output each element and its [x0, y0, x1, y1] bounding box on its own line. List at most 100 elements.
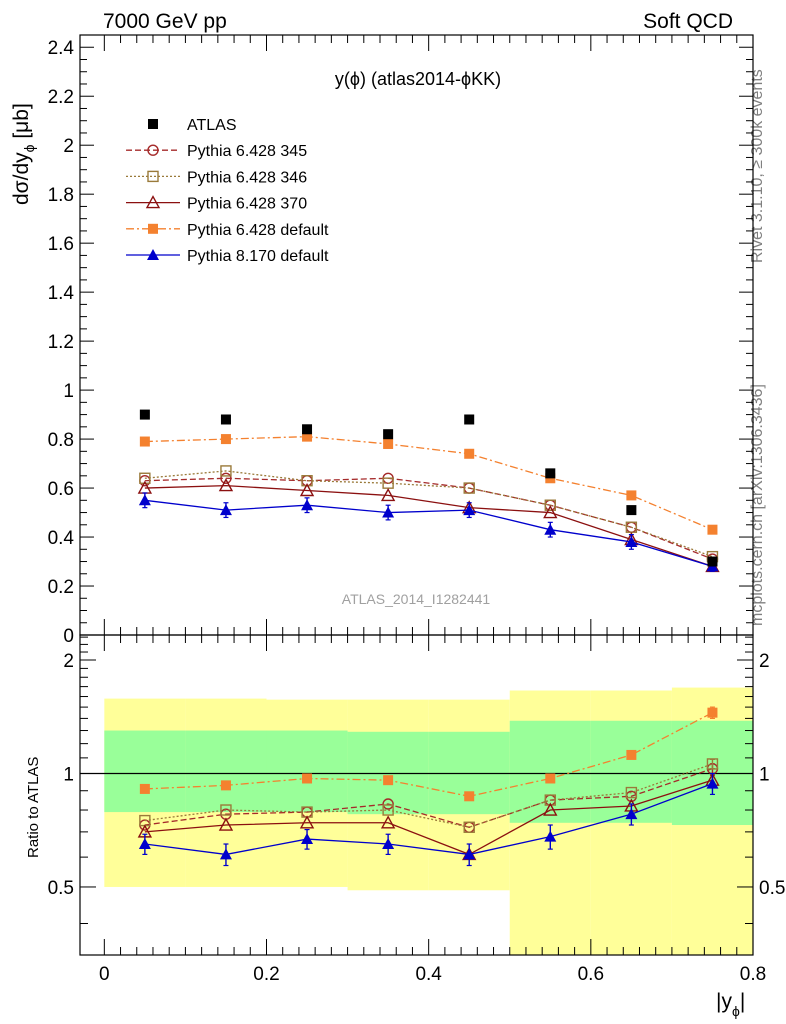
band-inner-bin [266, 730, 348, 813]
ratio-y-tick-label: 0.5 [48, 878, 74, 899]
legend-marker [147, 249, 159, 260]
y-tick-label: 1.6 [48, 234, 74, 255]
main-frame [79, 34, 754, 636]
y-tick-label: 0.8 [48, 430, 74, 451]
point-pythia-6-428-default [302, 431, 313, 442]
rivet-label: Rivet 3.1.10, ≥ 300k events [749, 69, 766, 263]
ratio-point-pythia-6-428-370 [380, 815, 396, 829]
point-pythia-6-428-default [626, 490, 637, 501]
ratio-point-pythia-6-428-346 [625, 786, 638, 799]
point-pythia-6-428-default [220, 434, 231, 445]
ratio-point-pythia-6-428-346 [463, 821, 475, 833]
point-atlas [545, 468, 556, 479]
point-pythia-6-428-default [707, 524, 718, 535]
ratio-point-pythia-6-428-370 [543, 802, 558, 816]
band-inner-bin [185, 730, 267, 813]
legend-label: Pythia 6.428 default [187, 222, 329, 239]
legend-label: Pythia 6.428 345 [187, 143, 307, 160]
point-pythia-8-170-default [463, 504, 476, 516]
series-line-pythia-6-428-346 [144, 470, 713, 558]
ratio-y-tick-label-right: 1 [759, 764, 770, 785]
ratio-point-pythia-8-170-default [625, 808, 638, 820]
point-pythia-6-428-370 [218, 478, 234, 492]
legend-label: Pythia 6.428 346 [187, 169, 307, 186]
ratio-point-pythia-6-428-370 [299, 815, 315, 829]
point-pythia-6-428-default [383, 438, 394, 449]
y-tick-label: 0.4 [48, 528, 75, 549]
ratio-point-pythia-6-428-default [302, 773, 313, 784]
ratio-point-pythia-6-428-default [383, 775, 394, 786]
y-tick-label: 2.2 [48, 87, 74, 108]
point-pythia-6-428-346 [463, 482, 475, 494]
legend-marker [147, 144, 159, 156]
x-tick-label: 0.4 [415, 964, 442, 985]
ratio-point-pythia-6-428-default [139, 783, 150, 794]
point-atlas [626, 505, 637, 516]
point-pythia-6-428-370 [543, 505, 558, 519]
y-axis-label-unit: [μb] [10, 103, 33, 144]
legend-label: ATLAS [187, 117, 237, 134]
point-atlas [302, 424, 313, 435]
x-tick-label: 0.2 [253, 964, 279, 985]
y-axis-label-sub: ϕ [21, 144, 37, 152]
y-tick-label: 1.8 [48, 185, 74, 206]
y-tick-label: 1.2 [48, 332, 74, 353]
y-axis-label-main: dσ/dy [10, 152, 33, 205]
y-axis-label: dσ/dyϕ [μb] [10, 103, 37, 205]
point-pythia-6-428-346 [220, 465, 232, 477]
legend: ATLAS Pythia 6.428 345 Pythia 6.428 346 Pyt… [126, 117, 329, 265]
point-pythia-8-170-default [301, 499, 314, 511]
point-atlas [139, 409, 150, 420]
x-tick-label: 0.8 [740, 964, 766, 985]
ratio-line-pythia-6-428-345 [144, 768, 713, 828]
x-tick-label: 0.6 [578, 964, 604, 985]
ratio-point-pythia-6-428-default [464, 791, 475, 802]
mcplots-label: mcplots.cern.ch [arXiv:1306.3436] [749, 384, 766, 626]
main-panel: 0 0.2 0.4 0.6 0.8 1 1.2 1.4 1.6 1.8 2 2.2 2.4 y(ϕ) (… [10, 34, 754, 647]
x-axis-label-end: | [740, 990, 745, 1013]
point-atlas [464, 414, 475, 425]
point-pythia-6-428-370 [380, 487, 396, 502]
ratio-point-pythia-8-170-default [301, 833, 314, 845]
point-atlas [383, 429, 394, 440]
point-pythia-6-428-346 [544, 499, 556, 511]
series-line-pythia-6-428-370 [144, 484, 713, 568]
point-pythia-8-170-default [544, 523, 557, 535]
ratio-line-pythia-8-170-default [144, 783, 713, 856]
legend-marker [145, 195, 161, 209]
ratio-point-pythia-6-428-default [220, 780, 231, 791]
ratio-point-pythia-6-428-default [707, 707, 718, 718]
y-tick-label: 1.4 [48, 283, 75, 304]
chart-title: y(ϕ) (atlas2014-ϕKK) [335, 69, 501, 89]
ratio-line-pythia-6-428-default [144, 712, 713, 797]
ratio-point-pythia-8-170-default [219, 848, 232, 860]
header-right: Soft QCD [643, 10, 733, 33]
point-pythia-8-170-default [625, 535, 638, 547]
point-pythia-8-170-default [219, 504, 232, 516]
header-left: 7000 GeV pp [103, 10, 227, 33]
point-pythia-8-170-default [382, 506, 395, 518]
y-tick-label: 0.2 [48, 577, 74, 598]
analysis-label: ATLAS_2014_I1282441 [342, 591, 491, 607]
point-pythia-6-428-default [464, 448, 475, 459]
ratio-y-tick-label-right: 0.5 [759, 878, 785, 899]
ratio-frame [79, 634, 754, 956]
legend-marker [148, 119, 158, 129]
x-axis-label-main: |y [716, 990, 732, 1013]
series-line-pythia-8-170-default [144, 499, 713, 568]
x-axis-label: |yϕ| [716, 990, 745, 1019]
x-axis-label-sub: ϕ [732, 1003, 740, 1019]
y-tick-label: 0 [63, 626, 74, 647]
ratio-point-pythia-8-170-default [138, 838, 151, 850]
point-pythia-6-428-345 [220, 472, 232, 484]
ratio-line-pythia-6-428-346 [144, 763, 713, 828]
ratio-point-pythia-6-428-default [626, 749, 637, 760]
point-pythia-6-428-default [139, 436, 150, 447]
ratio-point-pythia-6-428-346 [706, 758, 719, 770]
ratio-point-pythia-6-428-default [545, 773, 556, 784]
series-line-pythia-6-428-345 [144, 477, 713, 560]
ratio-y-tick-label: 1 [63, 764, 74, 785]
legend-label: Pythia 6.428 370 [187, 196, 307, 213]
y-tick-label: 1 [63, 381, 74, 402]
y-tick-label: 2.4 [48, 38, 75, 59]
